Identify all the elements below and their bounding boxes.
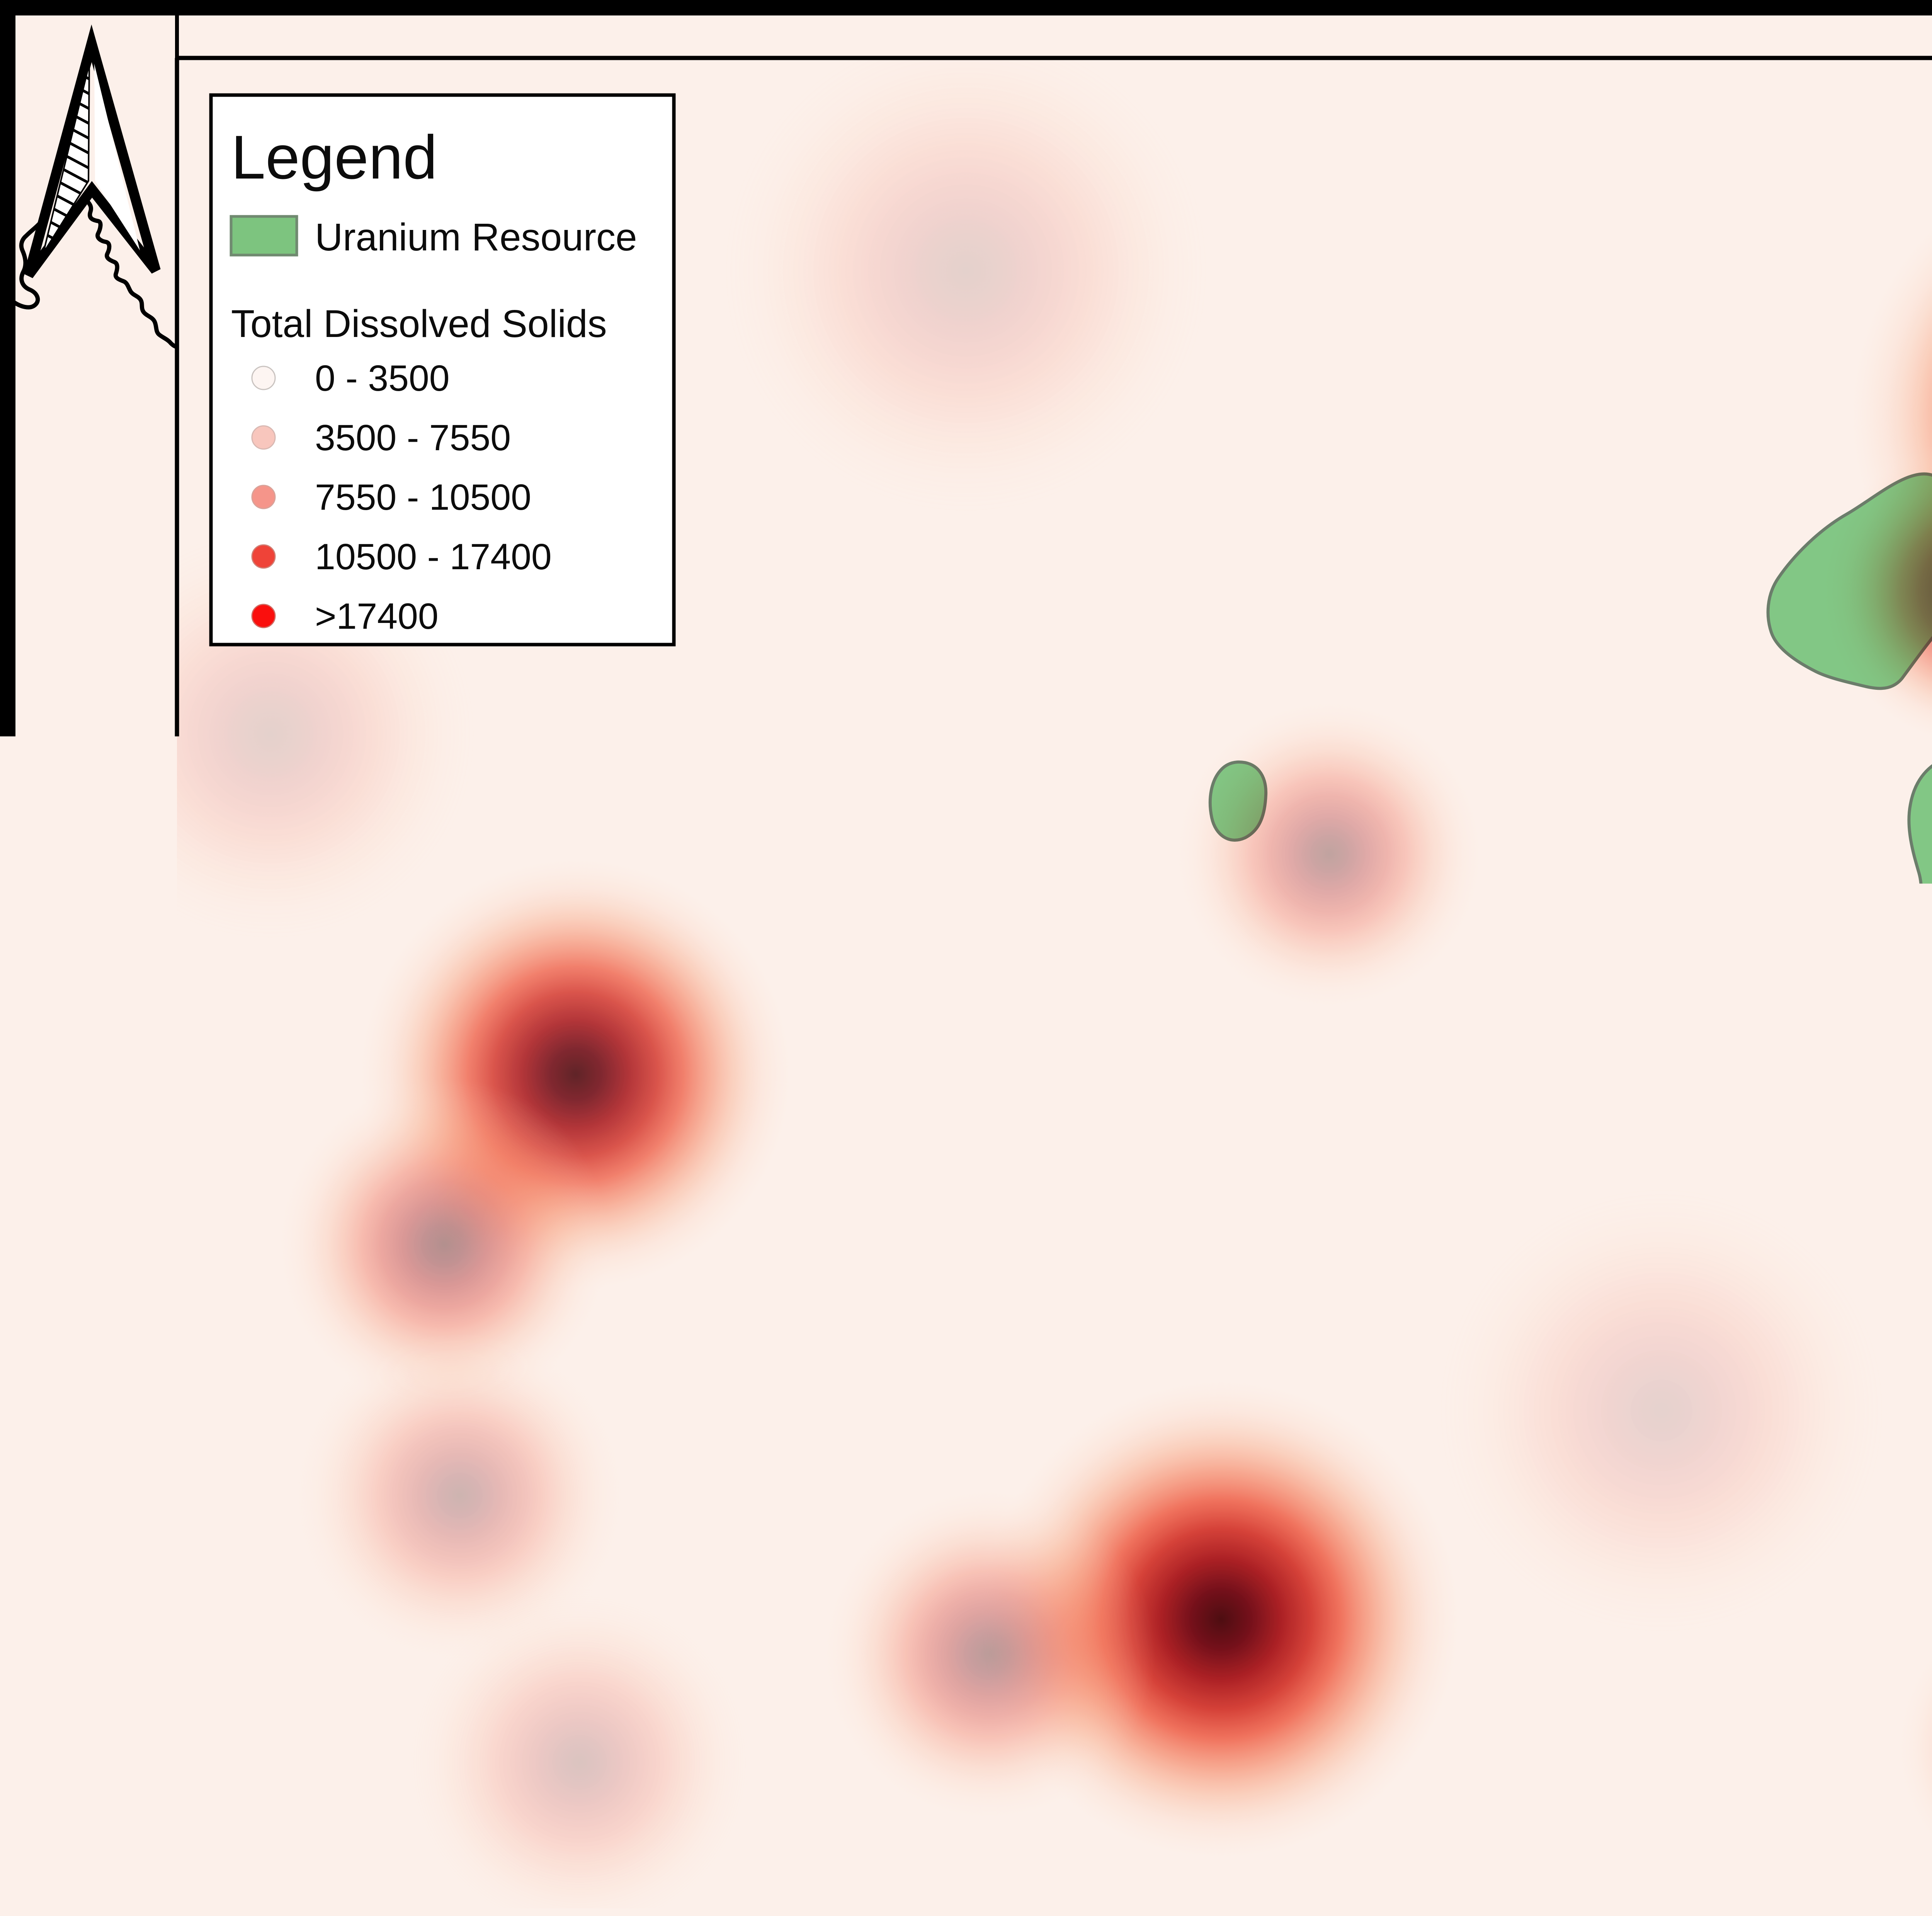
legend-tds-heading: Total Dissolved Solids [231, 302, 607, 345]
heatmap-blob [823, 1488, 1155, 1820]
heatmap-blob [1430, 1179, 1893, 1642]
legend-class-marker [252, 604, 275, 628]
legend-class-marker [252, 366, 275, 390]
legend-uranium-label: Uranium Resource [315, 216, 637, 259]
legend-class-label: 3500 - 7550 [315, 417, 511, 458]
legend-class-label: 0 - 3500 [315, 358, 450, 399]
scale-tick-label: 0 [1778, 1795, 1799, 1838]
legend-class-label: 7550 - 10500 [315, 477, 531, 518]
legend-panel: Legend Uranium Resource Total Dissolved … [211, 95, 674, 645]
legend-class-marker [252, 426, 275, 449]
map-canvas: Legend Uranium Resource Total Dissolved … [0, 0, 1932, 1916]
heatmap-blob [1175, 699, 1484, 1009]
heatmap-blob [715, 19, 1217, 522]
legend-class-marker [252, 485, 275, 509]
legend-class-label: >17400 [315, 596, 439, 637]
scale-bar-segment [1788, 1848, 1932, 1877]
legend-uranium-swatch [231, 216, 297, 255]
legend-title: Legend [231, 123, 437, 192]
scale-tick-label: 25 [1930, 1795, 1932, 1838]
legend-class-marker [252, 545, 275, 568]
legend-class-label: 10500 - 17400 [315, 536, 552, 577]
